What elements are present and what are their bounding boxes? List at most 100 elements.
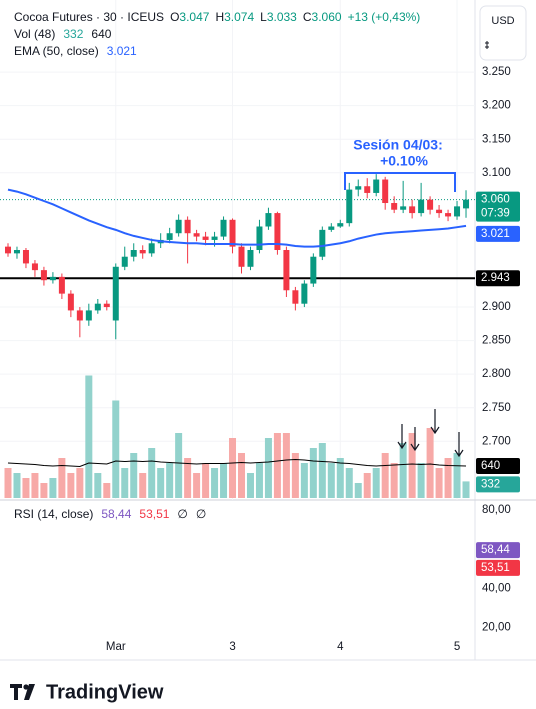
candle-body <box>211 236 218 240</box>
price-tick-label: 2.850 <box>482 335 511 347</box>
legend-text: EMA (50, close) <box>14 44 99 58</box>
volume-bar <box>363 473 371 498</box>
volume-bar <box>336 458 344 498</box>
volume-bar <box>121 468 129 498</box>
volume-bar <box>112 400 120 498</box>
volume-bar <box>282 433 290 498</box>
candle-body <box>301 283 308 304</box>
candle-body <box>85 310 92 321</box>
candle-body <box>121 256 128 267</box>
candle-body <box>283 250 290 291</box>
volume-bar <box>193 473 201 498</box>
candle-body <box>22 250 29 264</box>
price-tick-label: 3.250 <box>482 66 511 78</box>
volume-bar <box>211 468 219 498</box>
volume-bar <box>354 483 362 498</box>
candle-body <box>256 226 263 250</box>
candle-body <box>193 233 200 237</box>
volume-bar <box>22 478 30 498</box>
candle-body <box>238 246 245 267</box>
volume-bar <box>408 433 416 498</box>
volume-bar <box>318 443 326 498</box>
candle-body <box>310 256 317 284</box>
volume-bar <box>345 468 353 498</box>
line-series <box>7 458 467 468</box>
line-series <box>7 188 467 248</box>
candle-body <box>355 186 362 190</box>
axis-marker <box>476 191 520 222</box>
rsi-tick-label: 80,00 <box>482 504 511 516</box>
volume-bar <box>85 375 93 498</box>
candle-body <box>247 250 254 267</box>
axis-marker <box>476 559 520 576</box>
price-tick-label: 2.800 <box>482 368 511 380</box>
candle-body <box>175 219 182 234</box>
axis-marker <box>476 476 520 493</box>
time-tick-label: 5 <box>454 641 460 653</box>
candle-body <box>400 206 407 210</box>
candle-body <box>31 263 38 271</box>
currency-label[interactable]: USD <box>491 15 514 27</box>
candle-body <box>166 233 173 240</box>
legend-text: 3.021 <box>107 44 137 58</box>
volume-bar <box>372 468 380 498</box>
candle-body <box>265 213 272 227</box>
candle-body <box>202 236 209 240</box>
axis-marker <box>476 542 520 559</box>
candle-body <box>229 219 236 247</box>
session-bracket <box>344 172 456 192</box>
legend-text: 58,44 <box>101 507 131 521</box>
candle-body <box>382 179 389 204</box>
legend-row: RSI (14, close) 58,44 53,51 ∅ ∅ <box>14 507 206 521</box>
candle-body <box>40 270 47 281</box>
last-price-label: 3.060 <box>481 194 510 206</box>
candle-body <box>346 189 353 224</box>
volume-bar <box>264 438 272 498</box>
rsi-tick-label: 20,00 <box>482 622 511 634</box>
volume-bar <box>13 473 21 498</box>
price-tick-label: 2.700 <box>482 435 511 447</box>
arrows <box>397 409 464 458</box>
legend-text: H <box>215 10 224 24</box>
volume-bar <box>184 458 192 498</box>
candle-body <box>463 199 470 209</box>
time-tick-label: 3 <box>229 641 235 653</box>
volume-bar <box>246 473 254 498</box>
volume-bar <box>49 478 57 498</box>
legend-text: Vol (48) <box>14 27 55 41</box>
price-tick-label: 2.900 <box>482 301 511 313</box>
volume-bar <box>4 468 12 498</box>
legend-text: C <box>303 10 312 24</box>
candle-body <box>409 206 416 214</box>
volume-bar <box>229 438 237 498</box>
candle-body <box>58 276 65 294</box>
candle-body <box>139 250 146 254</box>
candle-body <box>364 186 371 193</box>
legend-row: Cocoa Futures · 30 · ICEUS O3.047 H3.074 L3… <box>14 10 420 24</box>
annotation-line: Sesión 04/03: <box>353 137 443 153</box>
volume-bar <box>238 453 245 498</box>
candle-body <box>148 243 155 254</box>
countdown-label: 07:39 <box>481 208 510 220</box>
volume-bar <box>175 433 183 498</box>
currency-button[interactable] <box>479 5 527 61</box>
rsi-value-label: 53,51 <box>481 562 510 574</box>
plot-area <box>0 0 475 500</box>
volume-bar <box>399 443 407 498</box>
annotation-line: +0.10% <box>380 153 428 169</box>
candle-body <box>103 303 110 308</box>
axis-marker <box>476 458 520 474</box>
candle-body <box>337 223 344 227</box>
volume-bar <box>444 458 452 498</box>
volume-ma-label: 640 <box>481 460 500 472</box>
volume-bar <box>58 458 66 498</box>
volume-bar <box>67 473 75 498</box>
legend-text: 3.033 <box>267 10 297 24</box>
candle-body <box>274 213 281 250</box>
brand-logo <box>10 684 35 700</box>
currency-icon[interactable] <box>485 41 489 49</box>
volume-bar <box>390 463 398 498</box>
legend-row: EMA (50, close) 3.021 <box>14 44 137 58</box>
level-label: 2.943 <box>481 272 510 284</box>
